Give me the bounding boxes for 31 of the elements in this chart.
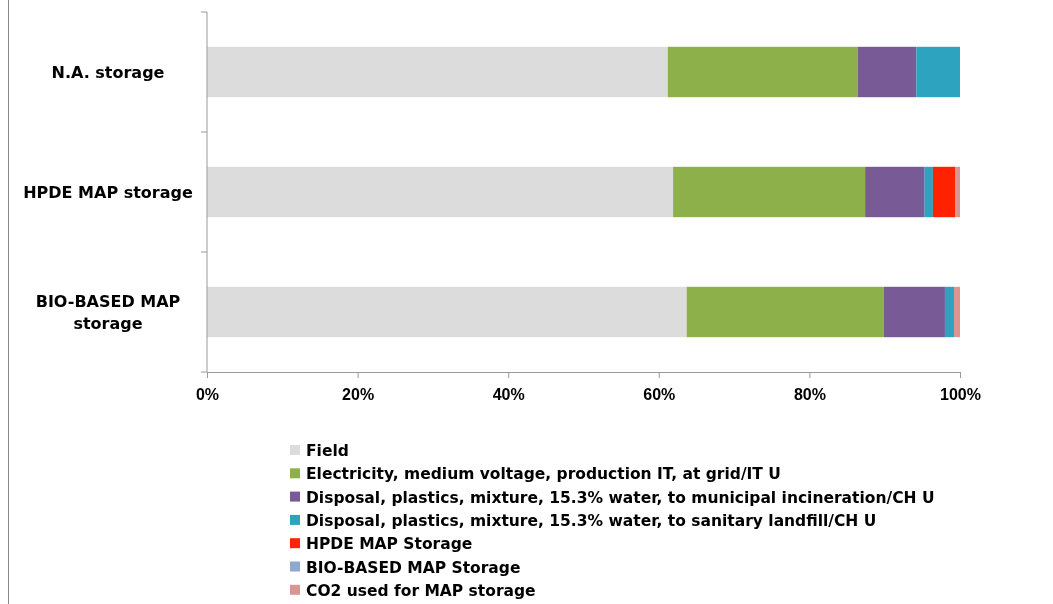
bar bbox=[667, 46, 858, 98]
legend-label: Disposal, plastics, mixture, 15.3% water, to municipal incineration/CH U bbox=[306, 488, 935, 507]
x-tick-label: 60% bbox=[643, 386, 676, 404]
legend-label: Disposal, plastics, mixture, 15.3% water, to sanitary landfill/CH U bbox=[306, 511, 877, 530]
bar bbox=[924, 166, 933, 218]
bar bbox=[865, 166, 925, 218]
bar bbox=[955, 166, 960, 218]
x-tick-label: 100% bbox=[940, 386, 981, 404]
y-tick-label: N.A. storage bbox=[51, 63, 165, 82]
bar bbox=[673, 166, 866, 218]
bar bbox=[686, 286, 884, 338]
y-tick-label: BIO-BASED MAP storage bbox=[35, 292, 181, 333]
legend-label: BIO-BASED MAP Storage bbox=[306, 558, 521, 577]
bar bbox=[916, 46, 960, 98]
bar bbox=[207, 166, 674, 218]
legend-label: HPDE MAP Storage bbox=[306, 535, 473, 554]
bar bbox=[932, 166, 956, 218]
x-tick-label: 0% bbox=[195, 386, 220, 404]
legend-label: Field bbox=[306, 442, 349, 460]
bar bbox=[207, 286, 687, 338]
legend-label: Electricity, medium voltage, production IT, at grid/IT U bbox=[306, 465, 781, 484]
bar bbox=[944, 286, 954, 338]
y-tick-label: HPDE MAP storage bbox=[23, 183, 193, 202]
bar bbox=[883, 286, 945, 338]
bar bbox=[207, 46, 668, 98]
x-tick-label: 20% bbox=[342, 386, 375, 404]
legend-label: CO2 used for MAP storage bbox=[306, 581, 536, 600]
bar bbox=[857, 46, 917, 98]
x-tick-label: 80% bbox=[793, 386, 826, 404]
bar bbox=[953, 286, 960, 338]
x-tick-label: 40% bbox=[492, 386, 525, 404]
